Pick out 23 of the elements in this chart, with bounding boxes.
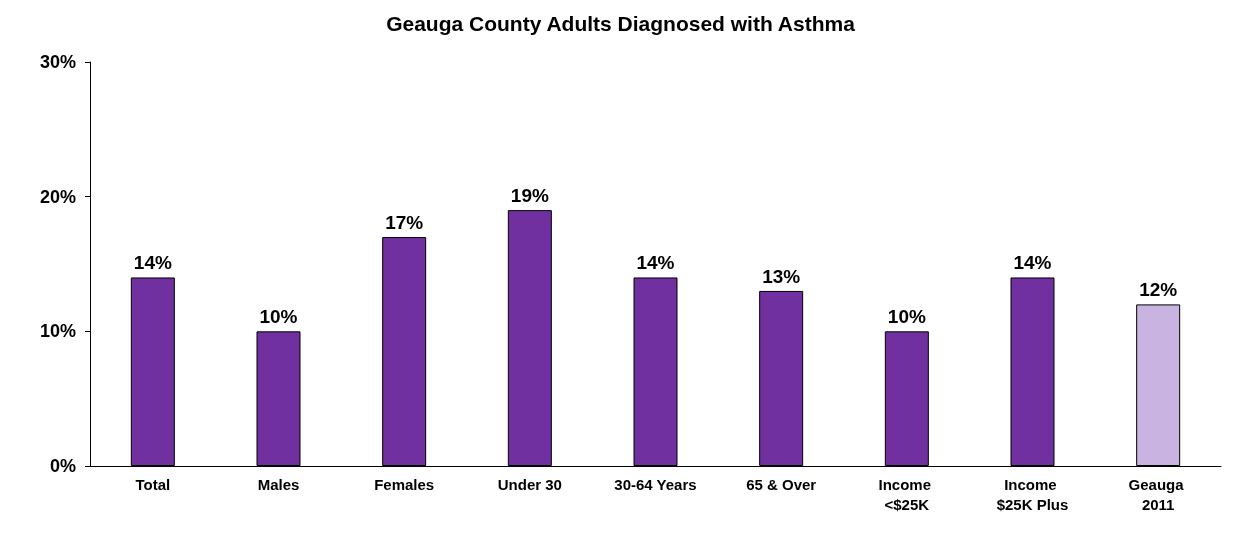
x-tick-label: Income <$25K [878,475,936,513]
x-tick-label: Under 30 [497,475,562,493]
x-tick-label: 30-64 Years [614,475,697,493]
x-tick-label: Females [374,475,435,493]
data-label: 12% [1139,279,1178,301]
data-label: 14% [1013,252,1052,274]
y-tick-label: 20% [39,186,76,207]
y-tick-label: 0% [49,456,76,476]
x-tick-label: Geauga 2011 [1128,475,1188,513]
data-label: 14% [636,252,675,274]
x-tick-label: Total [135,475,171,493]
data-label: 10% [259,306,298,328]
y-tick-label: 30% [39,52,76,72]
data-label: 17% [385,212,424,234]
x-tick-label: Males [257,475,300,493]
data-label: 10% [887,306,926,328]
y-tick-label: 10% [39,321,76,342]
data-label: 14% [133,252,172,274]
data-label: 19% [510,185,549,207]
data-label: 13% [762,265,801,287]
x-tick-label: 65 & Over [746,475,817,493]
chart-title: Geauga County Adults Diagnosed with Asthma [386,12,856,35]
x-tick-label: Income $25K Plus [996,475,1069,513]
